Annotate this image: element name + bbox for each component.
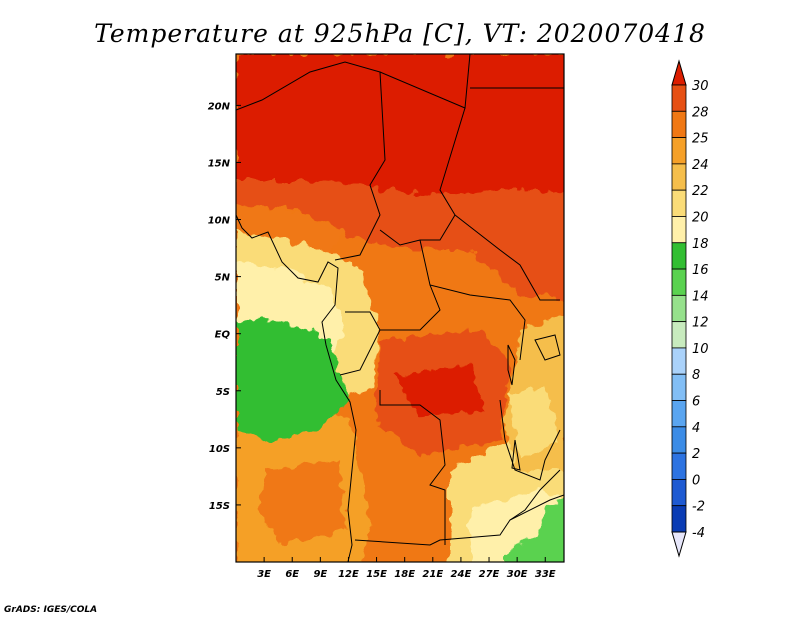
- border-north-4: [379, 107, 466, 246]
- colorbar-label: 20: [692, 210, 709, 225]
- field-atlantic-green: [236, 320, 350, 440]
- colorbar-label: 18: [692, 237, 709, 252]
- y-tick-label: 10S: [209, 444, 230, 455]
- x-tick-label: 18E: [394, 569, 415, 580]
- field-sahel: [236, 175, 564, 300]
- border-east-3: [499, 399, 561, 481]
- lake-outline-1: [507, 344, 516, 386]
- chart-title: Temperature at 925hPa [C], VT: 202007041…: [94, 19, 706, 48]
- colorbar-box: [671, 216, 687, 244]
- x-tick-label: 3E: [257, 569, 271, 580]
- colorbar-box: [671, 347, 687, 375]
- y-tick-label: 20N: [208, 101, 231, 112]
- colorbar-label: 28: [692, 105, 709, 120]
- field-sahel-inner: [236, 205, 345, 250]
- coastline-west: [236, 214, 357, 562]
- colorbar-label: 12: [692, 316, 709, 331]
- lake-outline-2: [534, 334, 561, 361]
- border-southeast: [509, 469, 561, 521]
- colorbar-label: 25: [692, 132, 709, 147]
- border-east-2: [419, 239, 526, 361]
- y-tick-label: 15S: [209, 501, 230, 512]
- x-tick-label: 30E: [507, 569, 528, 580]
- colorbar-label: 30: [692, 79, 709, 94]
- colorbar-box: [671, 321, 687, 349]
- grads-credit: GrADS: IGES/COLA: [4, 605, 97, 615]
- colorbar-under-triangle: [671, 531, 687, 558]
- colorbar-label: 22: [692, 184, 709, 199]
- x-tick-label: 27E: [479, 569, 500, 580]
- borders: [236, 54, 564, 562]
- colorbar-label: -2: [692, 500, 705, 515]
- border-south-1: [354, 494, 564, 546]
- colorbar-box: [671, 189, 687, 217]
- x-tick-label: 15E: [366, 569, 387, 580]
- colorbar-box: [671, 426, 687, 454]
- colorbar-label: 8: [692, 368, 700, 383]
- colorbar-label: 14: [692, 289, 709, 304]
- field-congo-hot: [395, 365, 485, 420]
- border-central-2: [380, 284, 441, 331]
- x-axis: 3E 6E 9E 12E 15E 18E 21E 24E 27E 30E 33E: [257, 557, 556, 580]
- colorbar-box: [671, 110, 687, 138]
- colorbar-label: 6: [692, 395, 700, 410]
- colorbar-label: 0: [692, 473, 700, 488]
- y-tick-label: EQ: [215, 330, 231, 341]
- colorbar-label: 4: [692, 421, 700, 436]
- field-se-green: [505, 497, 564, 562]
- y-tick-label: 5N: [215, 273, 231, 284]
- colorbar-label: 10: [692, 342, 709, 357]
- x-tick-label: 12E: [338, 569, 359, 580]
- colorbar-box: [671, 84, 687, 112]
- field-north: [236, 54, 564, 196]
- colorbar-label: 16: [692, 263, 709, 278]
- colorbar-label: 24: [692, 158, 709, 173]
- colorbar-box: [671, 268, 687, 296]
- x-tick-label: 24E: [451, 569, 472, 580]
- colorbar-box: [671, 373, 687, 401]
- y-tick-label: 15N: [208, 158, 231, 169]
- colorbar-box: [671, 505, 687, 533]
- field-lake-band: [508, 385, 560, 460]
- colorbar-box: [671, 294, 687, 323]
- y-tick-label: 5S: [216, 387, 230, 398]
- colorbar-box: [671, 452, 687, 480]
- border-east-1: [454, 214, 560, 301]
- border-central-3: [379, 390, 446, 545]
- lake-outline-3: [511, 439, 521, 471]
- colorbar-label: -4: [692, 526, 705, 541]
- colorbar-box: [671, 163, 687, 191]
- colorbar-over-triangle: [671, 59, 687, 86]
- x-tick-label: 21E: [422, 569, 443, 580]
- x-tick-label: 9E: [313, 569, 327, 580]
- x-tick-label: 33E: [535, 569, 556, 580]
- colorbar-box: [671, 479, 687, 507]
- colorbar-box: [671, 242, 687, 270]
- x-tick-label: 6E: [285, 569, 299, 580]
- y-tick-label: 10N: [208, 216, 231, 227]
- colorbar-label: 2: [692, 447, 700, 462]
- plot-frame: [235, 53, 565, 563]
- colorbar-box: [671, 137, 687, 165]
- field-sw-warm-patch: [258, 460, 345, 545]
- colorbar-box: [671, 400, 687, 428]
- border-north-1: [236, 61, 386, 261]
- map-field: [236, 54, 564, 562]
- y-axis: 20N 15N 10N 5N EQ 5S 10S 15S: [208, 101, 241, 512]
